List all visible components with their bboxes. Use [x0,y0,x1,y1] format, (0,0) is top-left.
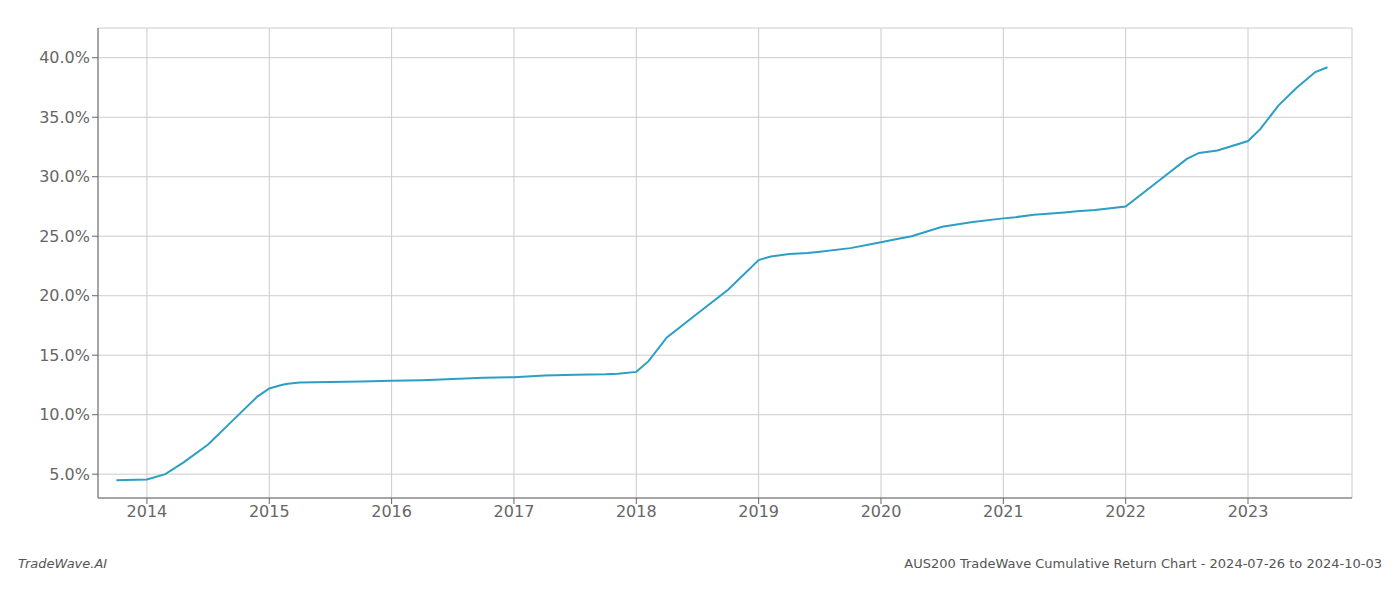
html-text:AUS200 TradeWave Cumulative Re: AUS200 TradeWave Cumulative Return Chart… [904,556,1382,571]
svg-text:35.0%: 35.0% [39,108,90,127]
html-text:TradeWave.AI: TradeWave.AI [18,556,108,571]
svg-text:2019: 2019 [738,502,779,521]
svg-text:40.0%: 40.0% [39,48,90,67]
svg-text:5.0%: 5.0% [49,465,90,484]
svg-text:2021: 2021 [983,502,1024,521]
svg-text:20.0%: 20.0% [39,286,90,305]
svg-text:2017: 2017 [494,502,535,521]
svg-text:2015: 2015 [249,502,290,521]
svg-text:2016: 2016 [371,502,412,521]
svg-text:2023: 2023 [1228,502,1269,521]
svg-text:2022: 2022 [1105,502,1146,521]
svg-text:30.0%: 30.0% [39,167,90,186]
svg-text:25.0%: 25.0% [39,227,90,246]
svg-text:2020: 2020 [861,502,902,521]
svg-text:10.0%: 10.0% [39,405,90,424]
svg-text:15.0%: 15.0% [39,346,90,365]
svg-text:2018: 2018 [616,502,657,521]
svg-text:2014: 2014 [127,502,168,521]
